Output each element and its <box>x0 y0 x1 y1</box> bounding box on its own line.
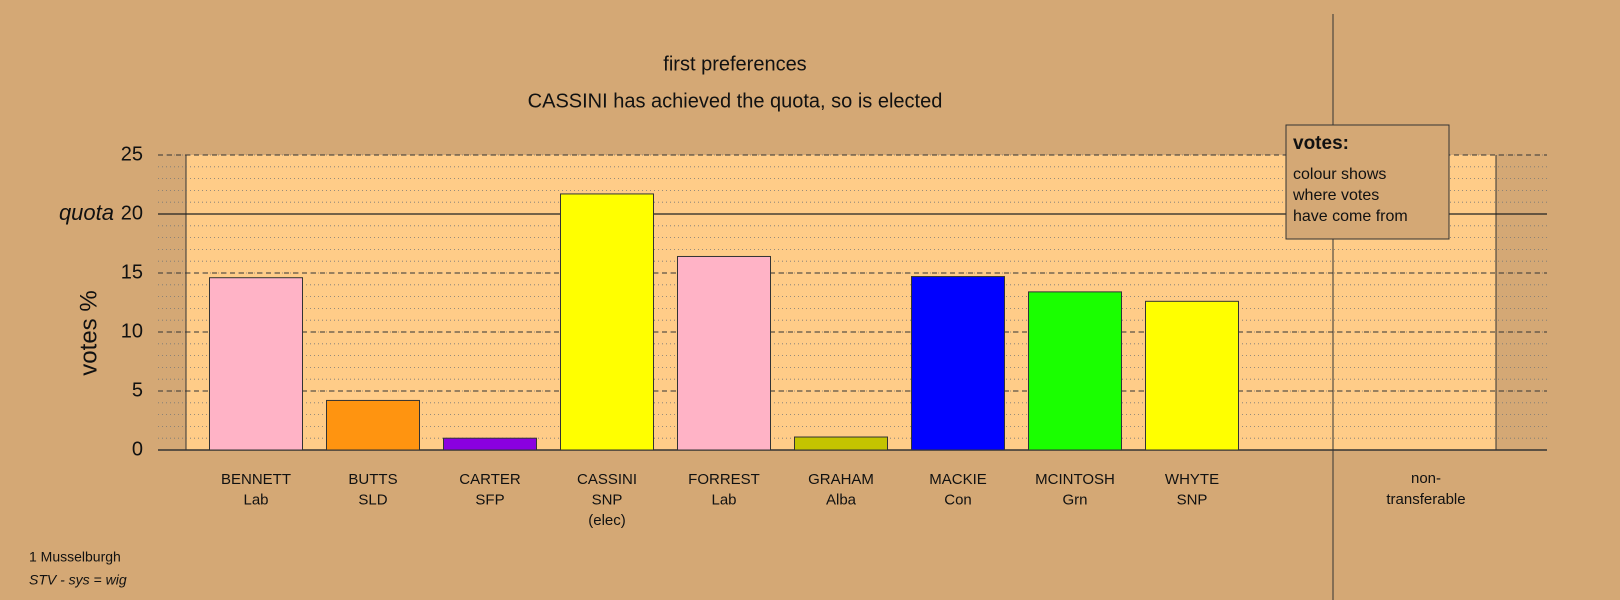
bar <box>443 437 537 451</box>
y-tick-label: 20 <box>121 202 143 224</box>
legend-text: where votes <box>1292 187 1379 204</box>
x-tick-label: SNP <box>592 491 623 508</box>
x-tick-label: MCINTOSH <box>1035 471 1115 488</box>
x-tick-label: WHYTE <box>1165 471 1219 488</box>
x-tick-label: GRAHAM <box>808 471 874 488</box>
x-tick-label: Grn <box>1062 491 1087 508</box>
x-tick-label: SLD <box>358 491 387 508</box>
side-label: non- <box>1411 470 1441 487</box>
x-tick-label: Con <box>944 491 972 508</box>
x-tick-label: MACKIE <box>929 471 987 488</box>
x-tick-label: BUTTS <box>348 471 397 488</box>
y-tick-label: 5 <box>132 379 143 401</box>
x-tick-label: BENNETT <box>221 471 291 488</box>
x-tick-label: CARTER <box>459 471 521 488</box>
side-label: transferable <box>1386 491 1465 508</box>
legend-text: colour shows <box>1293 166 1386 183</box>
x-tick-label: Lab <box>711 491 736 508</box>
bar <box>326 399 420 451</box>
x-tick-label: FORREST <box>688 471 760 488</box>
bar <box>677 255 771 451</box>
x-tick-label: SFP <box>475 491 504 508</box>
chart-title: first preferences <box>663 53 806 75</box>
legend-box <box>1285 124 1450 240</box>
y-axis-label: votes % <box>75 290 102 375</box>
bar <box>560 193 654 451</box>
bar <box>1145 300 1239 451</box>
bar <box>209 277 303 451</box>
x-tick-label: SNP <box>1177 491 1208 508</box>
y-tick-label: 25 <box>121 143 143 165</box>
footer: 1 Musselburgh <box>29 549 121 565</box>
footer: STV - sys = wig <box>29 572 127 588</box>
x-tick-label: (elec) <box>588 512 626 529</box>
bar <box>1028 291 1122 451</box>
bar <box>911 276 1005 451</box>
x-tick-label: CASSINI <box>577 471 637 488</box>
quota-label: quota <box>59 200 114 225</box>
y-tick-label: 10 <box>121 320 143 342</box>
legend-text: have come from <box>1293 208 1408 225</box>
x-tick-label: Lab <box>243 491 268 508</box>
chart-subtitle: CASSINI has achieved the quota, so is el… <box>528 90 943 112</box>
x-tick-label: Alba <box>826 491 857 508</box>
legend-title: votes: <box>1293 133 1349 154</box>
y-tick-label: 0 <box>132 438 143 460</box>
y-tick-label: 15 <box>121 261 143 283</box>
bar <box>794 436 888 451</box>
